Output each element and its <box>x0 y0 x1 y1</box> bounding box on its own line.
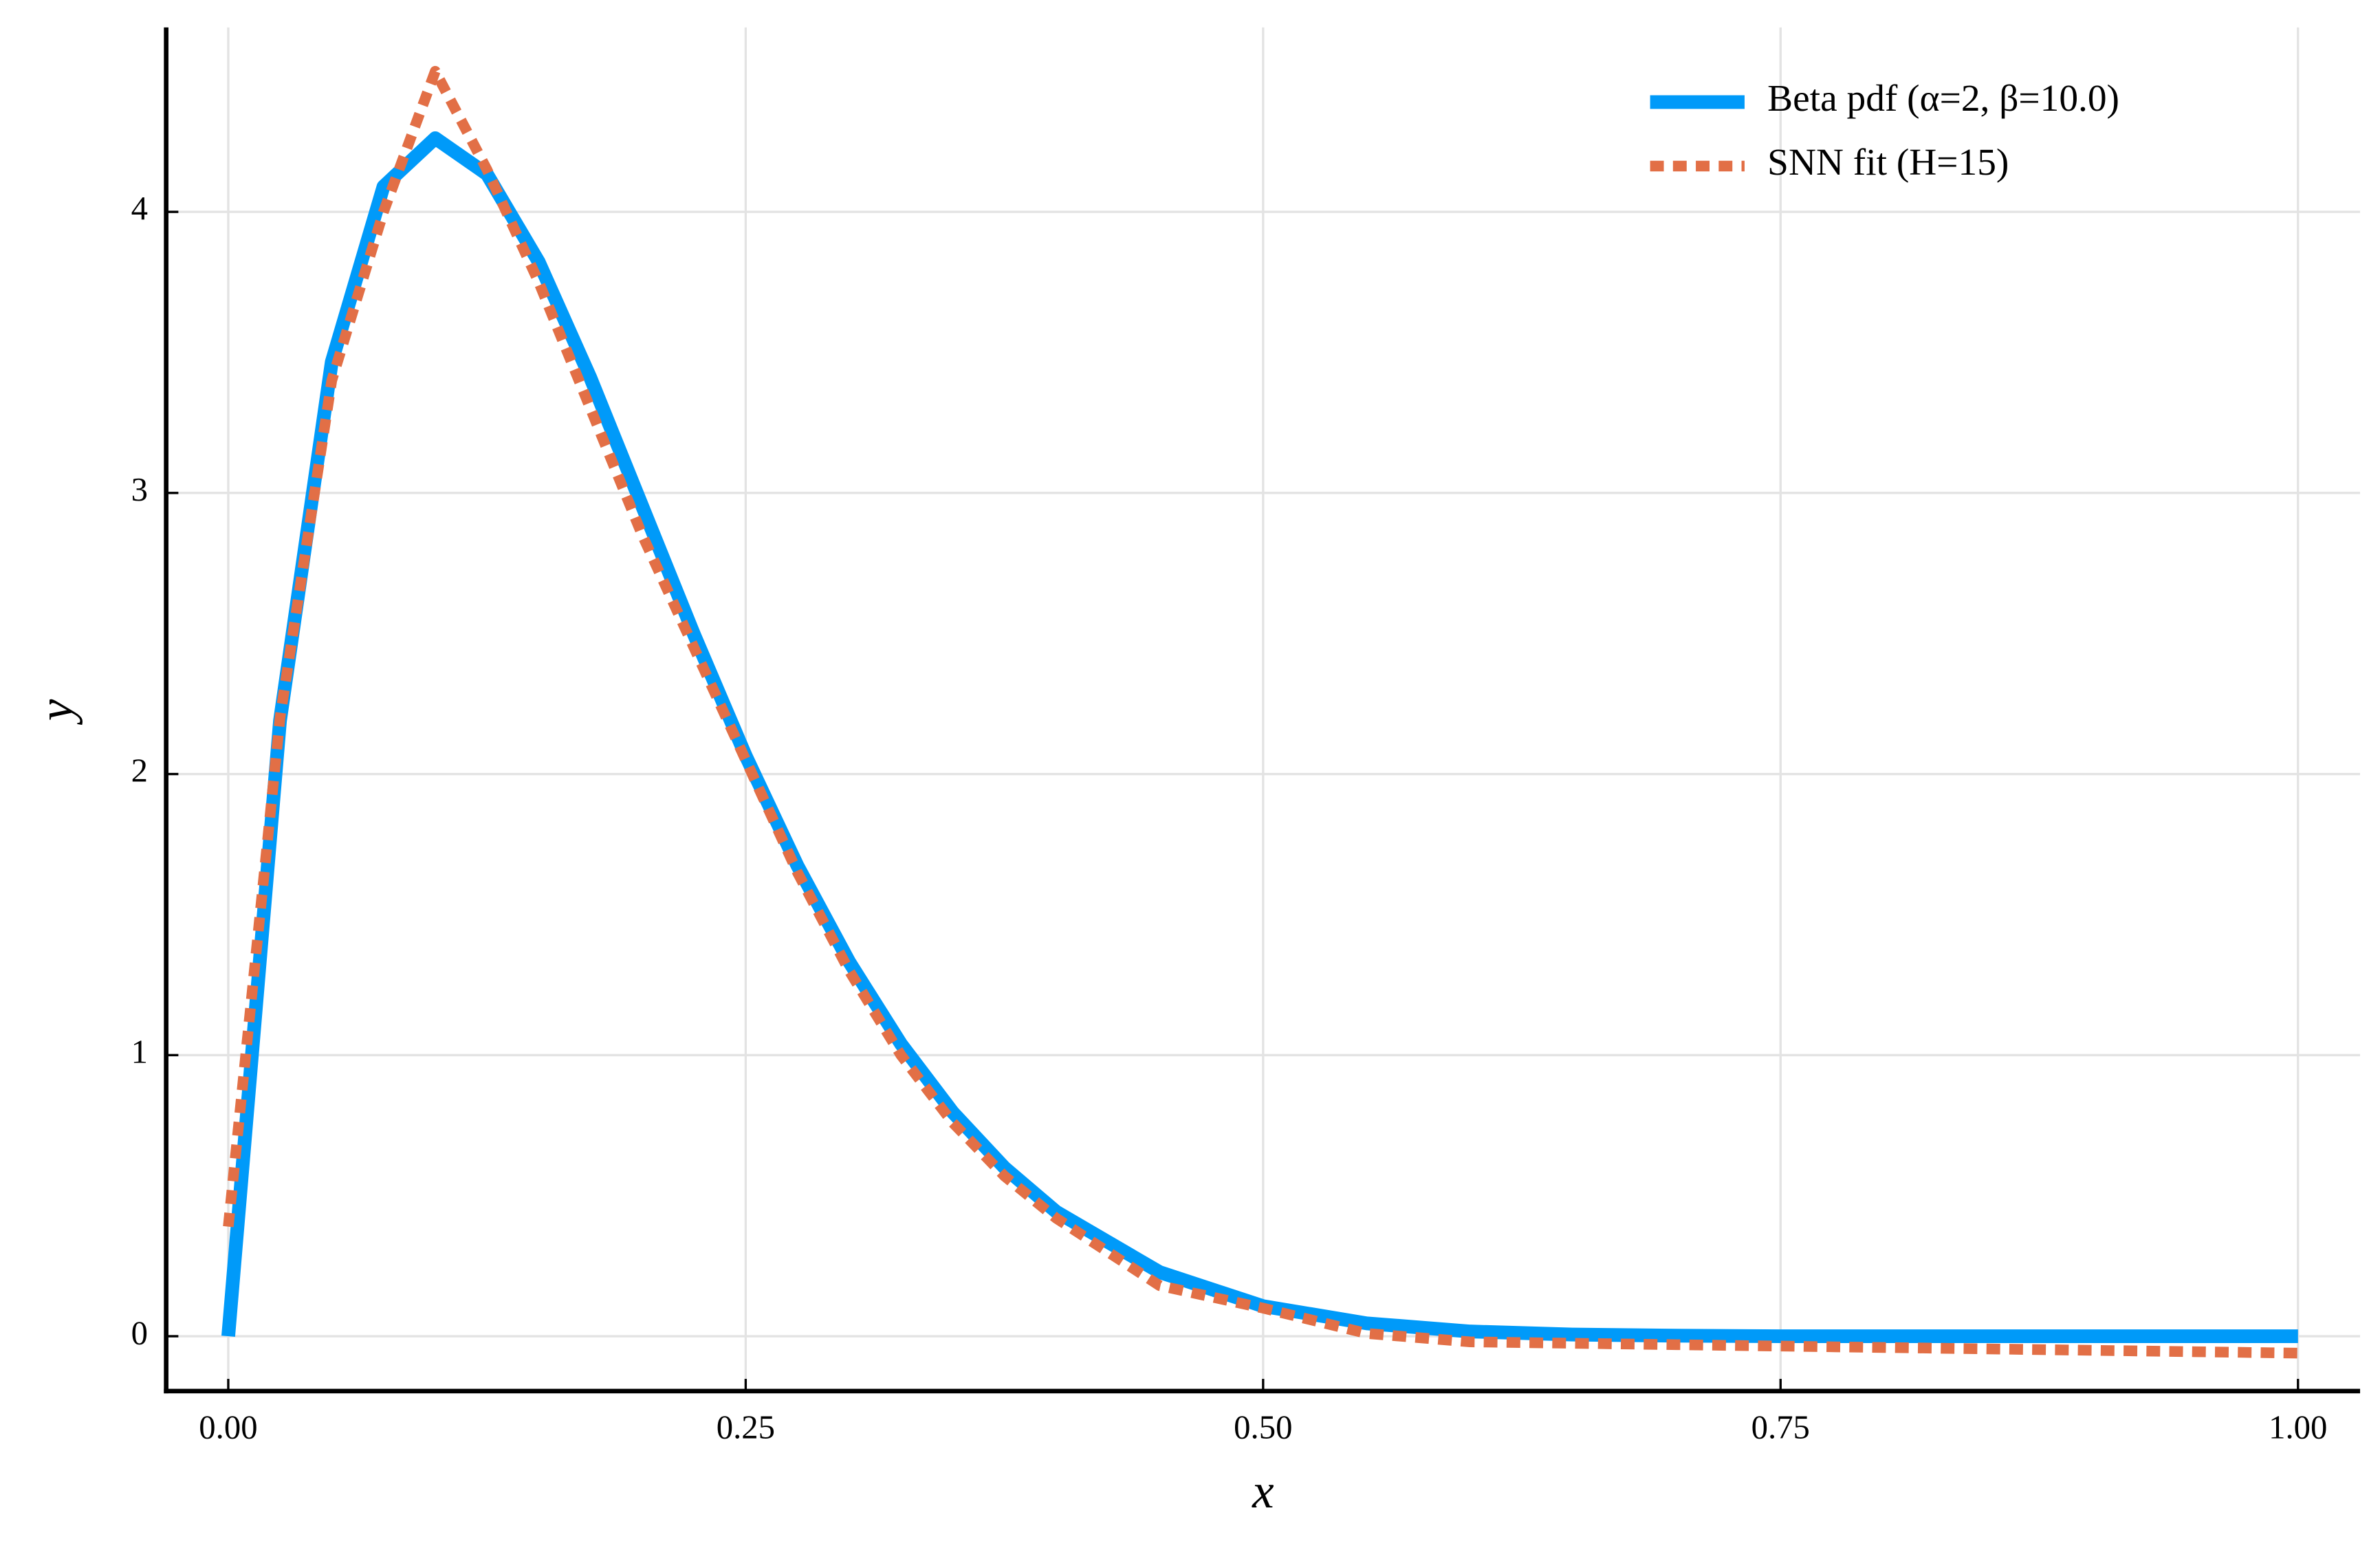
y-tick-label: 3 <box>131 471 148 508</box>
y-tick-label: 2 <box>131 752 148 789</box>
y-axis-label: y <box>30 699 83 725</box>
legend-label: Beta pdf (α=2, β=10.0) <box>1767 77 2119 119</box>
legend-label: SNN fit (H=15) <box>1767 141 2009 183</box>
x-tick-label: 0.50 <box>1234 1409 1292 1446</box>
y-tick-label: 0 <box>131 1314 148 1351</box>
x-axis-label: x <box>1252 1465 1274 1518</box>
x-tick-label: 0.25 <box>717 1409 775 1446</box>
y-tick-label: 1 <box>131 1034 148 1071</box>
series-line <box>221 131 2298 1344</box>
x-tick-label: 0.00 <box>199 1409 257 1446</box>
x-tick-label: 1.00 <box>2269 1409 2327 1446</box>
y-tick-label: 4 <box>131 190 148 227</box>
series-line <box>223 65 2298 1359</box>
x-tick-label: 0.75 <box>1751 1409 1810 1446</box>
